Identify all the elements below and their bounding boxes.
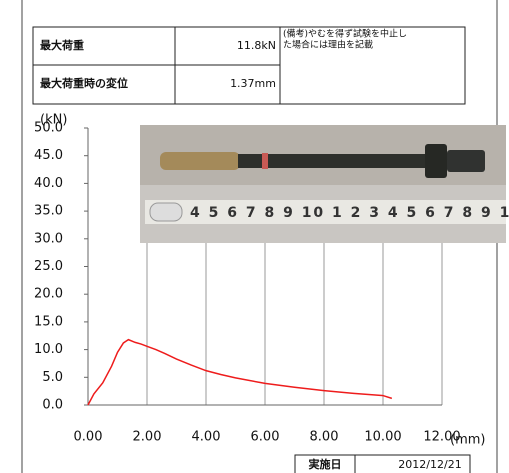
x-tick-label: 4.00 [192, 430, 221, 445]
chart: 0.00 2.00 4.00 6.00 8.00 10.00 12.00 0.0 5.0 10.0… [34, 113, 485, 448]
photo: 4 5 6 7 8 9 10 1 2 3 4 5 6 7 8 9 10 [140, 125, 509, 243]
x-axis-label: (mm) [450, 433, 485, 448]
info-table [32, 26, 466, 105]
load-curve [87, 338, 393, 406]
x-tick-label: 2.00 [133, 430, 162, 445]
x-tick-label: 0.00 [74, 430, 103, 445]
tape-marks: 4 5 6 7 8 9 10 1 2 3 4 5 6 7 8 9 10 [190, 205, 509, 221]
y-tick-label: 30.0 [34, 231, 63, 246]
footer-date: 2012/12/21 [398, 458, 461, 471]
y-axis-label: (kN) [40, 113, 67, 128]
y-tick-label: 20.0 [34, 287, 63, 302]
y-tick-label: 0.0 [42, 398, 63, 413]
y-tick-label: 35.0 [34, 204, 63, 219]
cell-value: 1.37mm [230, 77, 276, 90]
footer-label: 実施日 [309, 457, 342, 471]
y-tick-label: 40.0 [34, 176, 63, 191]
x-tick-label: 12.00 [423, 430, 460, 445]
y-tick-label: 15.0 [34, 314, 63, 329]
y-tick-label: 5.0 [42, 370, 63, 385]
x-tick-label: 6.00 [251, 430, 280, 445]
y-tick-label: 10.0 [34, 342, 63, 357]
note: (備考)やむを得ず試験を中止し [283, 28, 407, 40]
y-tick-label: 45.0 [34, 148, 63, 163]
y-tick-label: 50.0 [34, 121, 63, 136]
cell-label: 最大荷重時の変位 [40, 76, 128, 90]
x-tick-label: 8.00 [310, 430, 339, 445]
x-tick-label: 10.00 [364, 430, 401, 445]
cell-value: 11.8kN [237, 39, 276, 52]
note: た場合には理由を記載 [283, 39, 373, 51]
footer-box [294, 454, 471, 473]
cell-label: 最大荷重 [40, 38, 84, 52]
y-tick-label: 25.0 [34, 259, 63, 274]
